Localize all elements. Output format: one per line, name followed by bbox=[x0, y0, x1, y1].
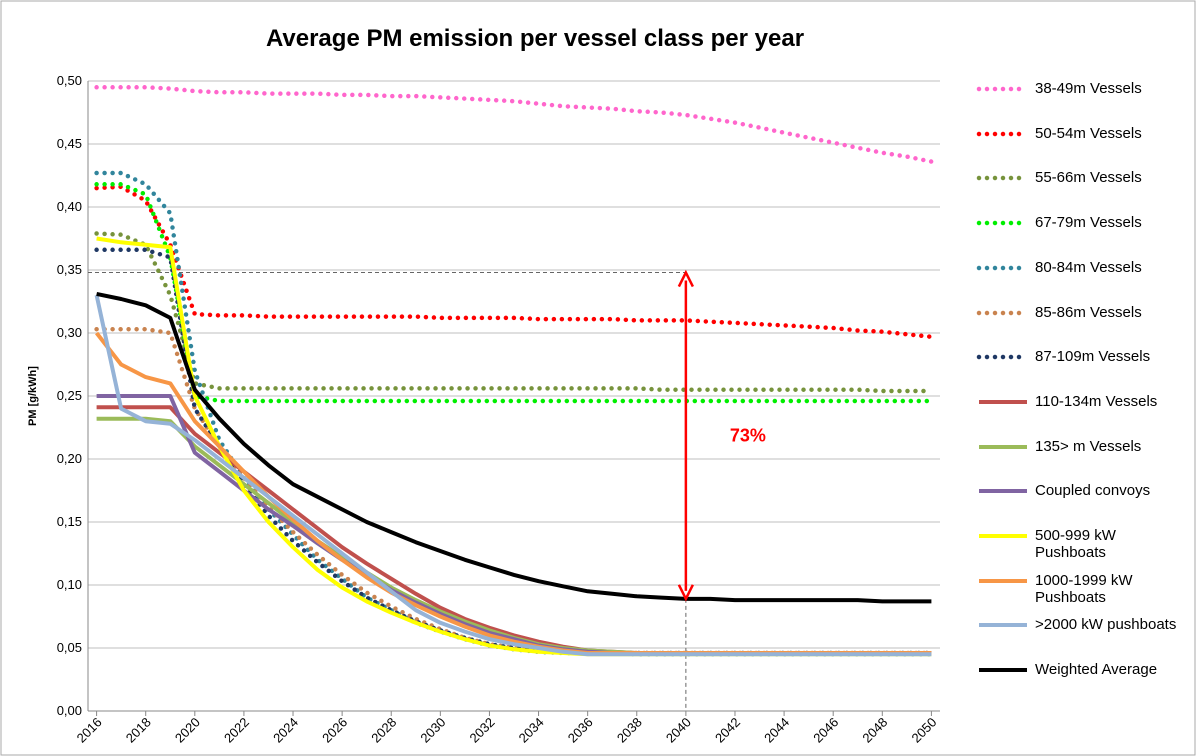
annotation-label: 73% bbox=[730, 426, 766, 446]
legend-swatch bbox=[976, 176, 1030, 181]
legend-item: Weighted Average bbox=[975, 661, 1190, 678]
legend-label: 50-54m Vessels bbox=[1035, 124, 1142, 142]
legend-swatch bbox=[979, 578, 1027, 583]
legend-label: 500-999 kW Pushboats bbox=[1035, 527, 1116, 561]
legend-swatch bbox=[979, 444, 1027, 449]
series-line bbox=[94, 182, 934, 404]
series-line bbox=[94, 231, 934, 394]
y-tick-label: 0,45 bbox=[57, 136, 82, 151]
legend-swatch bbox=[976, 310, 1030, 315]
legend-label: 87-109m Vessels bbox=[1035, 348, 1151, 366]
legend-label: 67-79m Vessels bbox=[1035, 214, 1142, 232]
legend-swatch bbox=[979, 534, 1027, 538]
legend-label: 110-134m Vessels bbox=[1035, 392, 1158, 410]
y-tick-label: 0,30 bbox=[57, 325, 82, 340]
legend-item: 85-86m Vessels bbox=[975, 304, 1190, 321]
series-line bbox=[94, 294, 932, 657]
series-line bbox=[96, 291, 932, 604]
legend-swatch bbox=[976, 265, 1030, 271]
legend-item: 38-49m Vessels bbox=[975, 80, 1190, 97]
series-line bbox=[94, 85, 934, 164]
legend-item: 55-66m Vessels bbox=[975, 169, 1190, 186]
legend-swatch bbox=[976, 131, 1030, 136]
legend-item: >2000 kW pushboats bbox=[975, 616, 1190, 633]
legend-label: 85-86m Vessels bbox=[1035, 303, 1142, 321]
legend-label: Coupled convoys bbox=[1035, 482, 1151, 500]
legend-item: 50-54m Vessels bbox=[975, 125, 1190, 142]
legend-label: 55-66m Vessels bbox=[1035, 169, 1142, 187]
arrow-head bbox=[677, 269, 694, 288]
y-tick-label: 0,25 bbox=[57, 388, 82, 403]
legend-swatch bbox=[979, 489, 1027, 494]
legend-label: 38-49m Vessels bbox=[1035, 80, 1142, 97]
arrow-head bbox=[677, 584, 694, 602]
legend-label: Weighted Average bbox=[1035, 661, 1158, 679]
y-tick-label: 0,40 bbox=[57, 199, 82, 214]
legend-item: 500-999 kW Pushboats bbox=[975, 527, 1190, 561]
y-tick-label: 0,10 bbox=[57, 577, 82, 592]
legend-item: 135> m Vessels bbox=[975, 438, 1190, 455]
legend-item: 110-134m Vessels bbox=[975, 393, 1190, 410]
y-tick-label: 0,35 bbox=[57, 262, 82, 277]
legend-swatch bbox=[976, 220, 1030, 226]
y-tick-label: 0,15 bbox=[57, 514, 82, 529]
y-tick-label: 0,05 bbox=[57, 640, 82, 655]
y-axis-label: PM [g/kWh] bbox=[27, 366, 39, 426]
y-tick-label: 0,50 bbox=[57, 73, 82, 88]
series-line bbox=[94, 184, 934, 340]
legend-swatch bbox=[976, 86, 1030, 92]
legend-label: 80-84m Vessels bbox=[1035, 258, 1142, 276]
legend-item: Coupled convoys bbox=[975, 482, 1190, 499]
legend-swatch bbox=[979, 399, 1027, 404]
legend-item: 87-109m Vessels bbox=[975, 348, 1190, 365]
chart-title: Average PM emission per vessel class per… bbox=[266, 25, 804, 52]
legend-label: 135> m Vessels bbox=[1035, 437, 1142, 455]
y-tick-label: 0,00 bbox=[57, 703, 82, 718]
legend-item: 67-79m Vessels bbox=[975, 214, 1190, 231]
legend-item: 1000-1999 kW Pushboats bbox=[975, 572, 1190, 606]
legend-swatch bbox=[979, 668, 1027, 673]
legend-label: >2000 kW pushboats bbox=[1035, 616, 1177, 634]
y-tick-label: 0,20 bbox=[57, 451, 82, 466]
legend-item: 80-84m Vessels bbox=[975, 259, 1190, 276]
legend-swatch bbox=[976, 354, 1030, 360]
legend-label: 1000-1999 kW Pushboats bbox=[1035, 571, 1133, 606]
legend-swatch bbox=[979, 623, 1027, 628]
